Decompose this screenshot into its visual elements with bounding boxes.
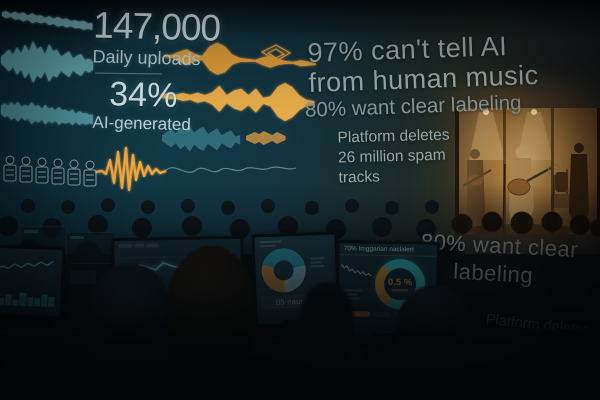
donut-value: 0.5 % [387,277,413,289]
bar-chart [0,287,55,307]
tiny-text-rows [259,239,335,248]
deletes-line3: tracks [338,168,381,187]
bottom-labeling-statement: 80% want clear labeling [419,228,579,292]
monitor-header-text: 70% Imggarian naclalert [343,245,414,254]
pie-chart [260,247,307,294]
line-chart [340,263,372,277]
teal-waveform-2 [1,41,93,83]
deletes-line2: 26 million spam [337,146,446,167]
stat-ai-generated-label: AI-generated [92,112,192,135]
monitor-left-screen [0,247,63,317]
orange-waveform-fragment [246,131,286,145]
teal-waveform-3 [1,101,93,126]
stat-ai-generated-value: 34% [108,75,178,115]
headline-cant-tell: 97% can't tell AI from human music [307,30,539,98]
stats-divider-line [94,72,163,75]
person-shoulders-woman [118,356,328,400]
audience-pictograms [3,155,97,187]
monitor-left [0,244,66,320]
teal-waveform-1 [2,11,93,31]
background-monitor [66,232,116,264]
deletes-line1: Platform deletes [337,126,450,147]
person-head-middle [300,282,354,366]
deletes-statement: Platform deletes 26 million spam tracks [337,126,451,188]
stat-daily-uploads: 147,000 Daily uploads [92,4,221,70]
faint-sine-line [165,166,297,173]
audience-row-far [21,198,439,215]
stat-ai-generated: 34% AI-generated [92,75,192,136]
orange-pulse-line [94,146,167,192]
stat-daily-uploads-value: 147,000 [92,4,221,49]
line-chart [0,260,55,271]
person-shoulders-right [348,350,524,400]
stat-daily-uploads-label: Daily uploads [92,46,201,70]
